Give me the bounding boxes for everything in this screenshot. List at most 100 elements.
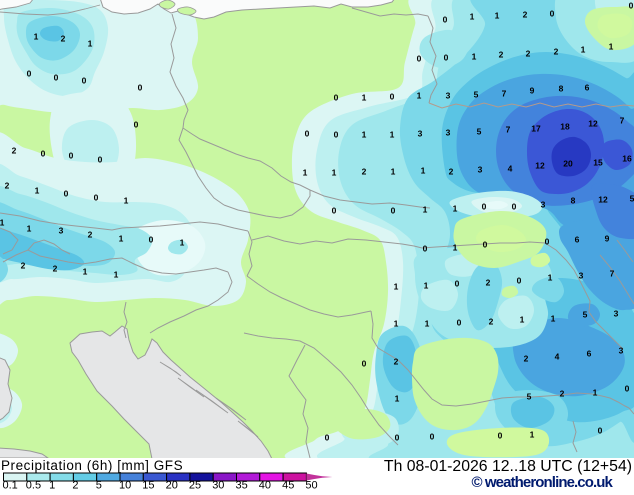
svg-text:1: 1	[395, 394, 400, 404]
svg-text:0: 0	[443, 15, 448, 25]
svg-text:20: 20	[563, 159, 573, 169]
svg-text:Th 08-01-2026 12..18 UTC (12+5: Th 08-01-2026 12..18 UTC (12+54)	[384, 458, 632, 475]
svg-text:2: 2	[21, 261, 26, 271]
svg-text:3: 3	[579, 271, 584, 281]
svg-text:5: 5	[630, 194, 634, 204]
svg-text:0: 0	[417, 54, 422, 64]
svg-text:2: 2	[53, 264, 58, 274]
svg-text:2: 2	[526, 49, 531, 59]
svg-text:6: 6	[587, 349, 592, 359]
svg-text:15: 15	[593, 158, 603, 168]
svg-text:1: 1	[453, 204, 458, 214]
svg-text:0: 0	[64, 189, 69, 199]
svg-text:Precipitation (6h) [mm] GFS: Precipitation (6h) [mm] GFS	[1, 458, 183, 473]
svg-text:2: 2	[486, 278, 491, 288]
svg-text:1: 1	[394, 319, 399, 329]
svg-text:1: 1	[472, 52, 477, 62]
svg-text:1: 1	[390, 130, 395, 140]
svg-text:0: 0	[455, 279, 460, 289]
svg-text:1: 1	[49, 480, 55, 491]
svg-text:40: 40	[259, 480, 271, 491]
svg-text:1: 1	[593, 388, 598, 398]
svg-text:20: 20	[166, 480, 178, 491]
svg-text:3: 3	[478, 165, 483, 175]
svg-text:0: 0	[334, 130, 339, 140]
svg-text:0: 0	[517, 276, 522, 286]
svg-text:3: 3	[59, 226, 64, 236]
svg-text:2: 2	[5, 181, 10, 191]
svg-text:2: 2	[524, 354, 529, 364]
svg-text:0: 0	[545, 237, 550, 247]
svg-text:5: 5	[527, 392, 532, 402]
svg-text:2: 2	[72, 480, 78, 491]
svg-text:2: 2	[88, 230, 93, 240]
svg-text:7: 7	[620, 116, 625, 126]
svg-text:0: 0	[625, 384, 630, 394]
svg-text:2: 2	[362, 167, 367, 177]
svg-text:1: 1	[362, 93, 367, 103]
svg-text:45: 45	[282, 480, 294, 491]
svg-text:25: 25	[189, 480, 201, 491]
svg-text:0: 0	[41, 149, 46, 159]
svg-text:0: 0	[391, 206, 396, 216]
svg-text:2: 2	[394, 357, 399, 367]
svg-text:1: 1	[0, 218, 5, 228]
svg-text:50: 50	[305, 480, 317, 491]
svg-text:1: 1	[520, 315, 525, 325]
svg-text:5: 5	[96, 480, 102, 491]
svg-text:7: 7	[502, 89, 507, 99]
svg-text:0: 0	[305, 129, 310, 139]
svg-text:0: 0	[54, 73, 59, 83]
svg-text:0: 0	[498, 431, 503, 441]
svg-text:1: 1	[124, 196, 129, 206]
svg-text:0: 0	[629, 1, 634, 11]
svg-text:0: 0	[390, 92, 395, 102]
svg-text:5: 5	[474, 90, 479, 100]
svg-text:10: 10	[119, 480, 131, 491]
svg-text:0: 0	[325, 433, 330, 443]
svg-text:0.5: 0.5	[26, 480, 41, 491]
svg-text:16: 16	[622, 154, 632, 164]
svg-text:18: 18	[560, 122, 570, 132]
svg-text:3: 3	[541, 200, 546, 210]
svg-text:0: 0	[149, 235, 154, 245]
svg-text:15: 15	[142, 480, 154, 491]
svg-text:17: 17	[531, 124, 541, 134]
svg-text:9: 9	[530, 86, 535, 96]
svg-text:0: 0	[69, 151, 74, 161]
svg-text:6: 6	[575, 235, 580, 245]
svg-text:12: 12	[598, 195, 608, 205]
svg-text:0: 0	[362, 359, 367, 369]
svg-text:6: 6	[585, 83, 590, 93]
svg-text:0: 0	[138, 83, 143, 93]
svg-text:3: 3	[619, 346, 624, 356]
svg-text:0: 0	[82, 76, 87, 86]
svg-text:9: 9	[605, 234, 610, 244]
svg-text:1: 1	[453, 243, 458, 253]
svg-text:1: 1	[423, 205, 428, 215]
svg-text:0: 0	[27, 69, 32, 79]
svg-text:1: 1	[83, 267, 88, 277]
svg-text:2: 2	[489, 317, 494, 327]
svg-text:12: 12	[588, 119, 598, 129]
svg-text:0: 0	[332, 206, 337, 216]
svg-text:7: 7	[610, 269, 615, 279]
svg-text:1: 1	[114, 270, 119, 280]
svg-text:0: 0	[483, 240, 488, 250]
svg-text:0: 0	[134, 120, 139, 130]
svg-text:3: 3	[446, 91, 451, 101]
svg-text:0.1: 0.1	[3, 480, 18, 491]
svg-text:1: 1	[88, 39, 93, 49]
svg-text:0: 0	[423, 244, 428, 254]
svg-text:1: 1	[530, 430, 535, 440]
svg-text:1: 1	[425, 319, 430, 329]
svg-text:3: 3	[614, 309, 619, 319]
svg-text:7: 7	[506, 125, 511, 135]
svg-text:1: 1	[332, 168, 337, 178]
svg-text:0: 0	[98, 155, 103, 165]
svg-text:4: 4	[555, 352, 560, 362]
svg-text:30: 30	[212, 480, 224, 491]
svg-text:1: 1	[470, 12, 475, 22]
svg-text:2: 2	[554, 47, 559, 57]
svg-text:1: 1	[581, 45, 586, 55]
